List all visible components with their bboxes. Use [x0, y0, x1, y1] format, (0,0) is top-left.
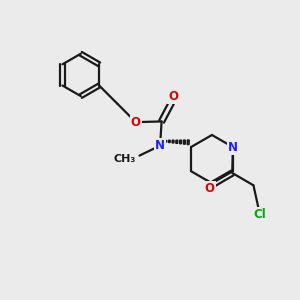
- Text: O: O: [168, 90, 178, 103]
- Polygon shape: [183, 140, 185, 144]
- Polygon shape: [187, 140, 189, 145]
- Polygon shape: [164, 140, 166, 142]
- Text: O: O: [205, 182, 214, 195]
- Polygon shape: [180, 140, 182, 144]
- Polygon shape: [176, 140, 178, 143]
- Text: N: N: [155, 139, 165, 152]
- Polygon shape: [172, 140, 174, 143]
- Polygon shape: [168, 140, 170, 142]
- Text: CH₃: CH₃: [113, 154, 136, 164]
- Text: O: O: [131, 116, 141, 128]
- Text: Cl: Cl: [254, 208, 267, 221]
- Text: N: N: [228, 141, 238, 154]
